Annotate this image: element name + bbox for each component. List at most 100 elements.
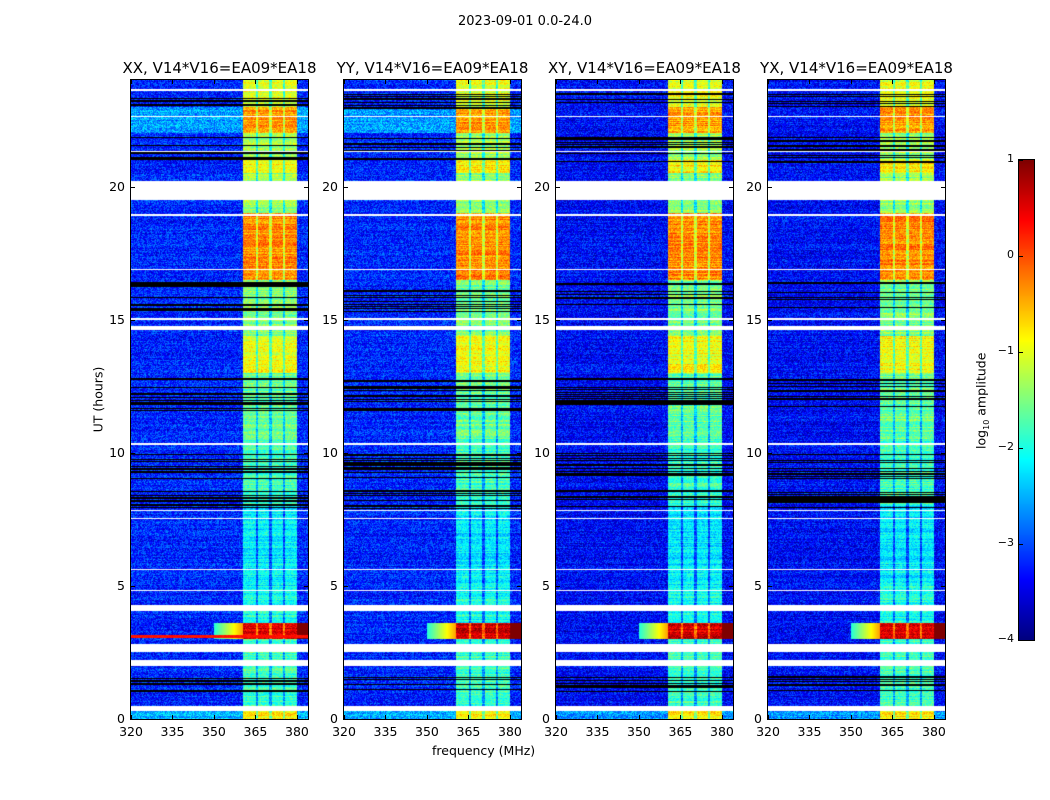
x-tick-mark: [933, 715, 935, 719]
colorbar: [1018, 159, 1035, 641]
colorbar-label: log10 amplitude: [973, 341, 991, 461]
y-tick-mark: [556, 585, 560, 587]
y-tick-label: 15: [534, 311, 550, 327]
x-tick-mark: [468, 715, 470, 719]
y-tick-label: 0: [754, 711, 762, 726]
colorbar-tick-label: −4: [997, 632, 1014, 645]
y-tick-mark: [517, 319, 521, 321]
y-tick-mark: [517, 452, 521, 454]
y-tick-mark: [304, 186, 308, 188]
heatmap-panel: [343, 79, 522, 720]
y-tick-label: 20: [322, 178, 338, 194]
colorbar-tick-label: 0: [1007, 248, 1014, 261]
y-tick-mark: [729, 719, 733, 720]
y-tick-mark: [768, 585, 772, 587]
y-tick-mark: [344, 319, 348, 321]
x-tick-mark: [721, 80, 723, 84]
colorbar-tick-label: −2: [997, 440, 1014, 453]
x-tick-mark: [131, 715, 132, 719]
y-tick-mark: [941, 452, 945, 454]
x-tick-mark: [809, 80, 811, 84]
x-tick-mark: [426, 80, 428, 84]
x-tick-mark: [933, 80, 935, 84]
y-tick-mark: [556, 719, 560, 720]
x-tick-label: 320: [119, 724, 143, 739]
y-tick-mark: [729, 186, 733, 188]
x-tick-label: 380: [498, 724, 522, 739]
y-tick-label: 0: [330, 711, 338, 726]
y-tick-mark: [768, 452, 772, 454]
x-tick-mark: [468, 80, 470, 84]
y-tick-label: 10: [109, 444, 125, 460]
x-tick-mark: [213, 80, 215, 84]
heatmap-panel: [130, 79, 309, 720]
panel-title-yx: YX, V14*V16=EA09*EA18: [760, 59, 953, 77]
x-tick-mark: [556, 715, 557, 719]
y-tick-mark: [729, 452, 733, 454]
y-tick-mark: [941, 319, 945, 321]
y-tick-mark: [556, 319, 560, 321]
colorbar-label-sub: 10: [981, 419, 991, 430]
panel-title-xx: XX, V14*V16=EA09*EA18: [122, 59, 317, 77]
x-tick-mark: [344, 80, 345, 84]
x-tick-label: 365: [456, 724, 481, 739]
x-tick-label: 380: [922, 724, 946, 739]
y-tick-label: 15: [322, 311, 338, 327]
y-tick-label: 5: [754, 577, 762, 593]
heatmap-image: [768, 80, 945, 719]
x-tick-mark: [255, 715, 257, 719]
x-tick-label: 335: [160, 724, 185, 739]
colorbar-tick-mark: [1019, 640, 1023, 641]
x-tick-label: 350: [202, 724, 226, 739]
x-tick-mark: [768, 80, 769, 84]
heatmap-panel: [555, 79, 734, 720]
y-tick-label: 20: [109, 178, 125, 194]
colorbar-tick-label: −3: [997, 536, 1014, 549]
x-axis-label: frequency (MHz): [432, 743, 536, 758]
y-tick-mark: [131, 186, 135, 188]
panel-title-xy: XY, V14*V16=EA09*EA18: [548, 59, 741, 77]
x-tick-mark: [172, 715, 174, 719]
colorbar-tick-label: 1: [1007, 152, 1014, 165]
x-tick-mark: [680, 715, 682, 719]
x-tick-label: 365: [243, 724, 268, 739]
x-tick-mark: [509, 80, 511, 84]
y-tick-mark: [768, 319, 772, 321]
y-tick-mark: [131, 319, 135, 321]
x-tick-mark: [638, 715, 640, 719]
y-tick-label: 10: [322, 444, 338, 460]
x-tick-mark: [597, 715, 599, 719]
colorbar-tick-mark: [1019, 544, 1023, 545]
x-tick-label: 350: [627, 724, 651, 739]
y-tick-mark: [344, 186, 348, 188]
x-tick-mark: [509, 715, 511, 719]
y-tick-mark: [131, 585, 135, 587]
x-tick-mark: [255, 80, 257, 84]
x-tick-mark: [385, 80, 387, 84]
y-tick-mark: [729, 319, 733, 321]
y-tick-label: 5: [542, 577, 550, 593]
heatmap-image: [556, 80, 733, 719]
y-tick-mark: [131, 452, 135, 454]
y-tick-mark: [517, 585, 521, 587]
x-tick-mark: [809, 715, 811, 719]
x-tick-label: 320: [544, 724, 568, 739]
x-tick-mark: [597, 80, 599, 84]
y-tick-label: 10: [534, 444, 550, 460]
x-tick-mark: [850, 80, 852, 84]
colorbar-label-log: log: [973, 429, 989, 449]
y-tick-label: 5: [117, 577, 125, 593]
y-axis-label: UT (hours): [90, 366, 106, 433]
y-tick-label: 0: [542, 711, 550, 726]
colorbar-tick-mark: [1019, 448, 1023, 449]
y-tick-mark: [344, 452, 348, 454]
heatmap-panel: [767, 79, 946, 720]
x-tick-mark: [213, 715, 215, 719]
x-tick-label: 350: [839, 724, 863, 739]
x-tick-label: 335: [797, 724, 822, 739]
y-tick-label: 10: [746, 444, 762, 460]
y-tick-label: 20: [746, 178, 762, 194]
y-tick-mark: [556, 452, 560, 454]
colorbar-tick-mark: [1019, 160, 1023, 161]
y-tick-mark: [941, 186, 945, 188]
